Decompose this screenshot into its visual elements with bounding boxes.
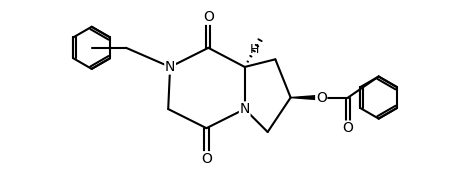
Text: O: O — [316, 91, 327, 105]
Polygon shape — [291, 95, 321, 100]
Text: O: O — [203, 10, 214, 24]
Text: O: O — [343, 121, 354, 135]
Text: N: N — [239, 102, 250, 116]
Text: O: O — [201, 152, 212, 166]
Text: N: N — [165, 60, 175, 74]
Text: H: H — [250, 43, 259, 56]
